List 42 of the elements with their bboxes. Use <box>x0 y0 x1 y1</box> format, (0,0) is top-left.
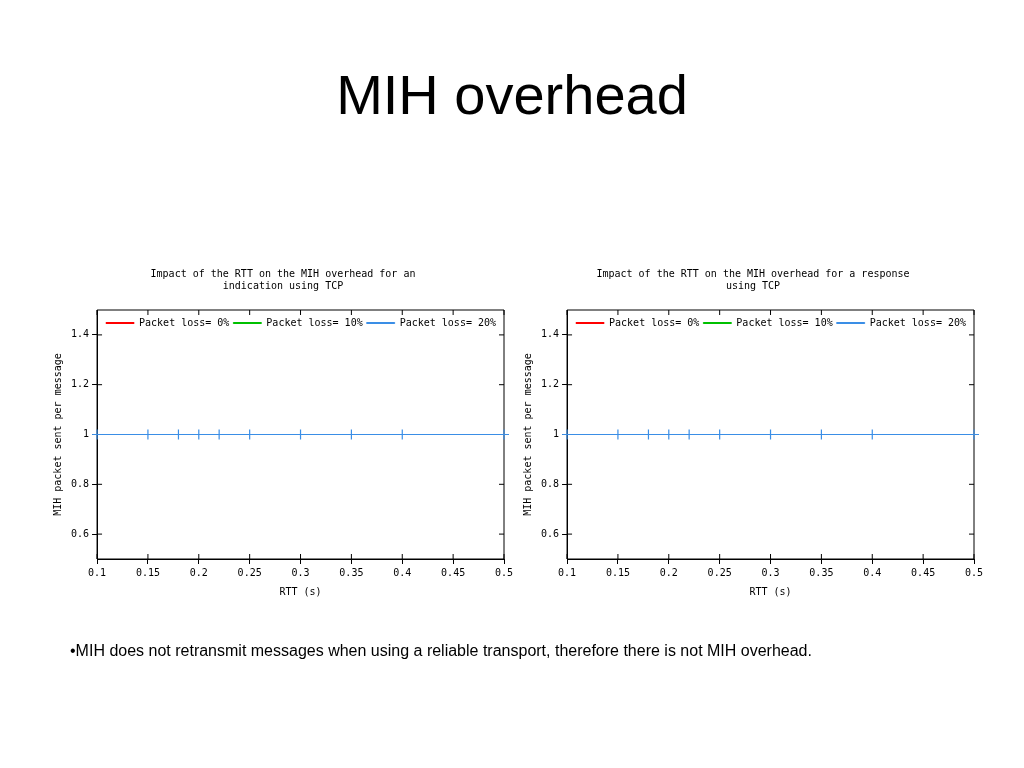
x-tick-label: 0.45 <box>441 566 466 578</box>
y-tick-label: 1 <box>553 428 560 440</box>
y-axis-title: MIH packet sent per message <box>521 353 533 516</box>
x-tick-label: 0.45 <box>911 566 936 578</box>
legend-label: Packet loss= 0% <box>609 316 700 328</box>
y-tick-label: 0.8 <box>541 477 560 489</box>
text: MIH overhead <box>335 62 689 127</box>
x-tick-label: 0.15 <box>135 566 160 578</box>
x-tick-label: 0.15 <box>605 566 630 578</box>
legend-label: Packet loss= 0% <box>139 316 230 328</box>
x-tick-label: 0.4 <box>393 566 412 578</box>
y-tick-label: 0.6 <box>71 527 90 539</box>
x-tick-label: 0.1 <box>88 566 107 578</box>
x-tick-label: 0.2 <box>659 566 678 578</box>
x-tick-label: 0.1 <box>558 566 577 578</box>
x-tick-label: 0.3 <box>291 566 310 578</box>
y-tick-label: 1 <box>83 428 90 440</box>
chart-title: Impact of the RTT on the MIH overhead for a response using TCP <box>595 268 911 291</box>
legend-label: Packet loss= 20% <box>869 316 966 328</box>
x-tick-label: 0.3 <box>761 566 780 578</box>
legend-label: Packet loss= 20% <box>399 316 496 328</box>
chart-title: Impact of the RTT on the MIH overhead for an indication using TCP <box>149 268 417 291</box>
y-tick-label: 1.4 <box>71 328 90 340</box>
y-axis-title: MIH packet sent per message <box>51 353 63 516</box>
y-tick-label: 0.6 <box>541 527 560 539</box>
x-axis-title: RTT (s) <box>749 585 792 597</box>
x-axis-title: RTT (s) <box>279 585 322 597</box>
y-tick-label: 0.8 <box>71 477 90 489</box>
legend-label: Packet loss= 10% <box>736 316 833 328</box>
x-tick-label: 0.35 <box>339 566 364 578</box>
x-tick-label: 0.5 <box>964 566 984 578</box>
x-tick-label: 0.25 <box>707 566 732 578</box>
legend-label: Packet loss= 10% <box>266 316 363 328</box>
x-tick-label: 0.5 <box>494 566 514 578</box>
y-tick-label: 1.2 <box>71 378 90 390</box>
x-tick-label: 0.2 <box>189 566 208 578</box>
y-tick-label: 1.2 <box>541 378 560 390</box>
x-tick-label: 0.4 <box>863 566 882 578</box>
x-tick-label: 0.35 <box>809 566 834 578</box>
x-tick-label: 0.25 <box>237 566 262 578</box>
y-tick-label: 1.4 <box>541 328 560 340</box>
text: •MIH does not retransmit messages when using a reliable transport, therefore there is not MIH overhead. <box>70 642 812 660</box>
